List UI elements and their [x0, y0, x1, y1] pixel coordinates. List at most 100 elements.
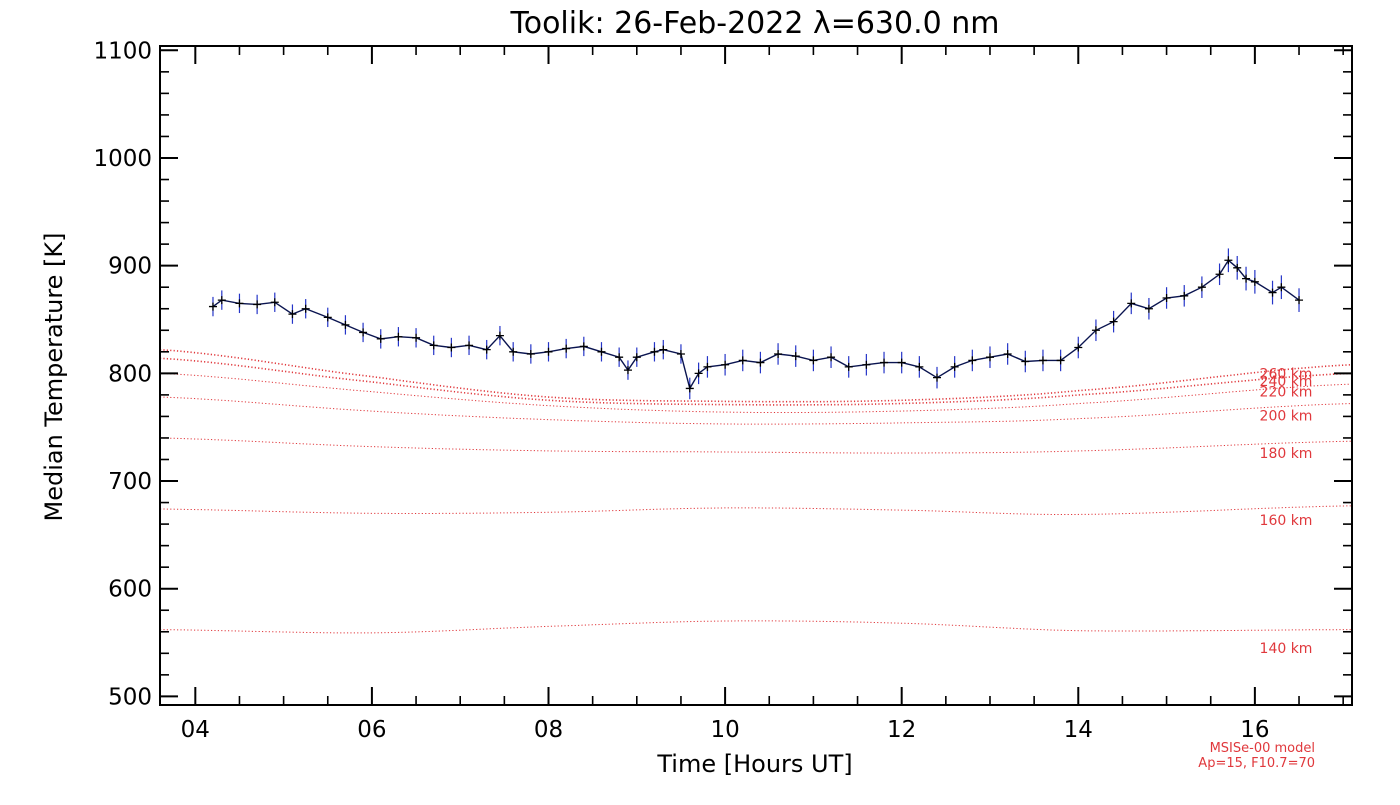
x-tick-label: 10: [710, 717, 739, 743]
plot-frame: [159, 45, 1353, 706]
data-point: [694, 369, 703, 378]
data-point: [270, 298, 279, 307]
data-point: [950, 362, 959, 371]
model-label-180-km: 180 km: [1260, 446, 1313, 462]
y-tick-label: 900: [108, 254, 152, 280]
data-point: [809, 356, 818, 365]
data-point: [985, 353, 994, 362]
data-point: [1162, 293, 1171, 302]
data-point: [659, 345, 668, 354]
data-point: [756, 358, 765, 367]
data-point: [509, 347, 518, 356]
data-point: [253, 300, 262, 309]
data-point: [915, 362, 924, 371]
data-point: [880, 358, 889, 367]
chart-title: Toolik: 26-Feb-2022 λ=630.0 nm: [510, 6, 1000, 41]
y-tick-label: 600: [108, 577, 152, 603]
data-point: [1233, 263, 1242, 272]
data-point: [774, 349, 783, 358]
data-point: [1224, 256, 1233, 265]
data-point: [1021, 357, 1030, 366]
data-point: [526, 349, 535, 358]
data-point: [412, 333, 421, 342]
y-axis-label: Median Temperature [K]: [40, 232, 68, 521]
y-tick-label: 700: [108, 469, 152, 495]
data-point: [632, 353, 641, 362]
model-curve-240-km: [159, 357, 1353, 406]
data-point: [1091, 326, 1100, 335]
y-tick-label: 800: [108, 361, 152, 387]
data-point: [721, 360, 730, 369]
data-point: [1295, 296, 1304, 305]
data-point: [217, 296, 226, 305]
data-point: [341, 320, 350, 329]
data-point: [1215, 270, 1224, 279]
data-point: [208, 302, 217, 311]
data-point: [1056, 356, 1065, 365]
data-point: [579, 342, 588, 351]
model-curve-180-km: [159, 437, 1353, 454]
x-tick-label: 08: [534, 717, 563, 743]
data-point: [288, 310, 297, 319]
measured-line: [212, 259, 1300, 391]
data-point: [323, 313, 332, 322]
model-label-240-km: 240 km: [1260, 374, 1313, 390]
model-curve-260-km: [159, 348, 1353, 403]
data-point: [597, 347, 606, 356]
data-point: [685, 384, 694, 393]
model-label-260-km: 260 km: [1260, 366, 1313, 382]
model-label-200-km: 200 km: [1260, 408, 1313, 424]
data-point: [676, 349, 685, 358]
model-curve-140-km: [159, 620, 1353, 634]
x-tick-label: 12: [887, 717, 916, 743]
data-point: [738, 356, 747, 365]
data-point: [1242, 274, 1251, 283]
model-label-160-km: 160 km: [1260, 513, 1313, 529]
data-point: [844, 362, 853, 371]
data-point: [1127, 299, 1136, 308]
measured-series: [208, 248, 1304, 400]
model-label-140-km: 140 km: [1260, 641, 1313, 657]
data-point: [465, 341, 474, 350]
data-point: [394, 332, 403, 341]
model-note: MSISe-00 model: [1210, 741, 1315, 756]
data-point: [827, 353, 836, 362]
data-point: [562, 344, 571, 353]
data-point: [968, 356, 977, 365]
data-point: [359, 328, 368, 337]
data-point: [933, 373, 942, 382]
y-tick-label: 1000: [93, 146, 152, 172]
data-point: [1144, 304, 1153, 313]
data-point: [1109, 317, 1118, 326]
data-point: [1197, 283, 1206, 292]
data-point: [650, 347, 659, 356]
data-point: [1250, 277, 1259, 286]
data-point: [1003, 349, 1012, 358]
data-point: [495, 331, 504, 340]
y-tick-label: 500: [108, 684, 152, 710]
model-params-note: Ap=15, F10.7=70: [1198, 756, 1315, 771]
data-point: [544, 347, 553, 356]
data-point: [791, 352, 800, 361]
data-point: [447, 343, 456, 352]
axes: 04 06 08 10 12 14 16 500 600 700 800 900 1000 1100: [93, 38, 1353, 743]
x-tick-label: 06: [357, 717, 386, 743]
data-point: [1277, 283, 1286, 292]
data-point: [429, 341, 438, 350]
model-curve-220-km: [159, 372, 1353, 413]
data-point: [703, 362, 712, 371]
data-point: [897, 358, 906, 367]
data-point: [1268, 288, 1277, 297]
data-point: [623, 366, 632, 375]
data-point: [862, 360, 871, 369]
data-point: [376, 334, 385, 343]
x-tick-label: 16: [1240, 717, 1269, 743]
x-tick-label: 14: [1064, 717, 1093, 743]
x-tick-label: 04: [181, 717, 210, 743]
data-point: [482, 345, 491, 354]
x-axis-label: Time [Hours UT]: [656, 750, 852, 778]
y-tick-label: 1100: [93, 38, 152, 64]
data-point: [1074, 343, 1083, 352]
